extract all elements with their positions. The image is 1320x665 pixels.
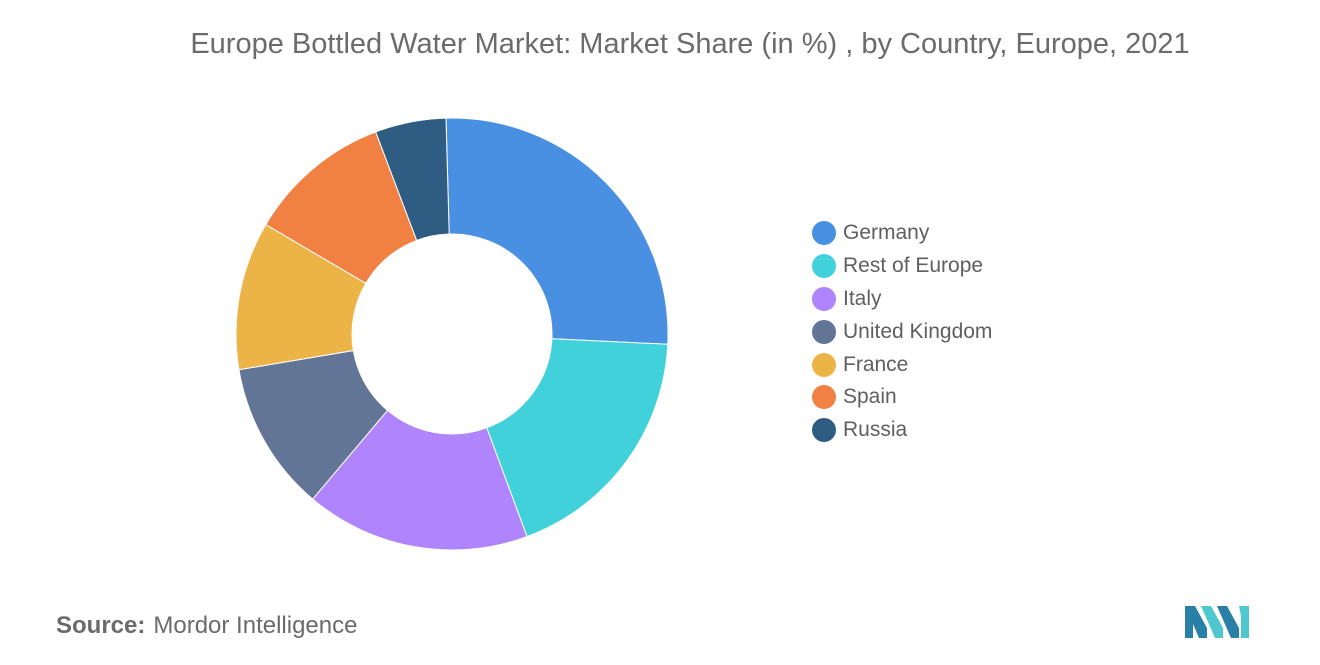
legend-item-france: France — [812, 348, 992, 381]
legend-swatch-germany — [812, 221, 836, 246]
legend-swatch-russia — [812, 418, 836, 443]
legend-swatch-spain — [812, 385, 836, 410]
legend-swatch-rest-of-europe — [812, 254, 836, 279]
legend-label-spain: Spain — [843, 385, 897, 409]
donut-slice-italy — [311, 409, 528, 551]
legend-label-united-kingdom: United Kingdom — [843, 319, 993, 343]
donut-slice-germany — [445, 117, 669, 345]
legend-label-france: France — [843, 352, 909, 376]
legend-label-russia: Russia — [843, 418, 908, 442]
source-label: Source: — [56, 612, 146, 639]
chart-title: Europe Bottled Water Market: Market Shar… — [190, 28, 1190, 60]
legend-swatch-united-kingdom — [812, 319, 836, 344]
donut-slice-russia — [375, 117, 450, 242]
legend-item-germany: Germany — [812, 217, 992, 250]
legend-swatch-italy — [812, 286, 836, 311]
legend-item-italy: Italy — [812, 283, 992, 316]
chart-legend: Germany Rest of Europe Italy United Kingdom… — [812, 217, 992, 447]
legend-item-rest-of-europe: Rest of Europe — [812, 250, 992, 283]
legend-label-italy: Italy — [843, 286, 882, 310]
mordor-intelligence-logo-icon — [1185, 606, 1249, 638]
legend-label-rest-of-europe: Rest of Europe — [843, 254, 984, 278]
legend-label-germany: Germany — [843, 221, 930, 245]
legend-swatch-france — [812, 352, 836, 377]
legend-item-spain: Spain — [812, 381, 992, 414]
source-note: Source: Mordor Intelligence — [56, 612, 357, 640]
legend-item-russia: Russia — [812, 414, 992, 447]
source-text: Mordor Intelligence — [153, 612, 358, 639]
legend-item-united-kingdom: United Kingdom — [812, 315, 992, 348]
donut-slice-rest-of-europe — [486, 338, 669, 538]
